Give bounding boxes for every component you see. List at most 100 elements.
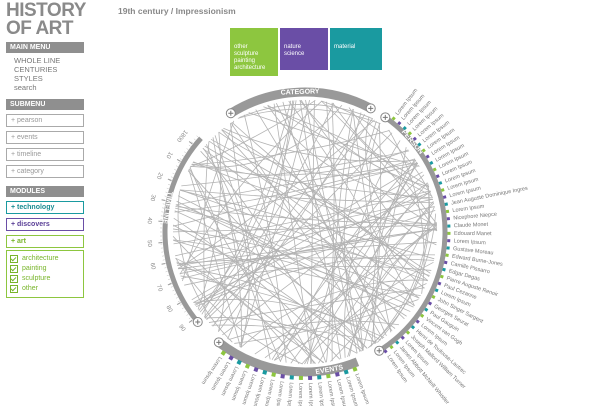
chord xyxy=(370,122,382,347)
sidebar: HISTORY OF ART MAIN MENU WHOLE LINE CENT… xyxy=(6,1,86,298)
event-marker xyxy=(262,369,268,375)
chord xyxy=(237,108,381,125)
chord xyxy=(208,287,425,323)
timeline-minor-tick xyxy=(188,317,191,320)
chord xyxy=(172,228,420,299)
timeline-tick xyxy=(188,319,193,323)
chord xyxy=(200,150,327,363)
plus-icon xyxy=(216,339,222,345)
submenu-item[interactable]: + timeline xyxy=(6,148,84,161)
person-name[interactable]: Gustave Moreau xyxy=(453,246,494,256)
timeline-minor-tick xyxy=(165,191,168,193)
submenu-item[interactable]: + pearson xyxy=(6,114,84,127)
menu-item[interactable]: STYLES xyxy=(14,74,43,83)
art-options: architecture painting sculpture other xyxy=(6,250,84,298)
submenu-item[interactable]: + category xyxy=(6,165,84,178)
event-marker xyxy=(326,373,331,379)
module-item[interactable]: + discovers xyxy=(6,218,84,231)
event-marker xyxy=(343,369,349,375)
timeline-minor-tick xyxy=(184,310,187,313)
timeline-minor-tick xyxy=(169,180,172,182)
person-marker xyxy=(431,294,436,299)
section-arc xyxy=(216,338,360,377)
person-marker xyxy=(405,330,411,335)
person-name[interactable]: Lorem Ipsum xyxy=(454,238,487,246)
category-tab[interactable] xyxy=(230,28,278,76)
chord xyxy=(369,123,425,289)
chord xyxy=(279,160,417,362)
timeline-minor-tick xyxy=(188,144,191,147)
chord xyxy=(310,100,315,364)
person-marker xyxy=(407,131,413,136)
person-name[interactable]: Nicephore Niepce xyxy=(453,212,497,222)
person-marker xyxy=(424,307,429,312)
person-marker xyxy=(383,349,388,354)
person-marker xyxy=(445,209,450,214)
module-item[interactable]: + art xyxy=(6,235,84,248)
checkbox-option[interactable]: sculpture xyxy=(10,274,80,284)
chord xyxy=(172,224,362,352)
timeline-minor-tick xyxy=(172,289,175,292)
event-name[interactable]: Lorem Ipsum xyxy=(274,381,285,406)
person-name[interactable]: Edouard Manet xyxy=(454,231,492,237)
chord xyxy=(203,102,334,318)
chord xyxy=(175,204,407,317)
chord xyxy=(305,99,358,354)
tab-label: material xyxy=(334,44,355,50)
person-name[interactable]: Claude Monet xyxy=(454,222,489,229)
option-label: architecture xyxy=(22,255,59,262)
person-marker xyxy=(445,253,449,257)
timeline-minor-tick xyxy=(166,275,169,277)
menu-item[interactable]: CENTURIES xyxy=(14,65,58,74)
timeline-minor-tick xyxy=(170,286,173,288)
chord xyxy=(175,257,300,365)
section-label: CATEGORY xyxy=(281,88,320,96)
chord xyxy=(230,122,376,345)
checkbox-option[interactable]: painting xyxy=(10,264,80,274)
chord xyxy=(177,267,364,351)
event-name[interactable]: Lorem Ipsum xyxy=(326,381,337,406)
event-name[interactable]: Lorem Ipsum xyxy=(296,383,303,406)
chord xyxy=(204,109,354,319)
timeline-year: 1800 xyxy=(175,128,188,143)
event-marker xyxy=(220,350,227,356)
menu-header: MODULES xyxy=(6,186,84,197)
tab-label: sculpture xyxy=(234,51,259,57)
chord xyxy=(175,198,433,257)
event-name[interactable]: Lorem Ipsum xyxy=(307,383,314,406)
chord xyxy=(362,147,407,351)
module-item[interactable]: + technology xyxy=(6,201,84,214)
plus-icon xyxy=(228,110,234,116)
timeline-minor-tick xyxy=(177,161,180,164)
chord xyxy=(301,261,434,365)
person-name[interactable]: Lorem Ipsum xyxy=(452,204,485,215)
menu-item[interactable]: WHOLE LINE xyxy=(14,56,61,65)
section-label: EVENTS xyxy=(315,364,344,376)
plus-icon xyxy=(195,319,201,325)
chord xyxy=(172,224,437,233)
checkbox-option[interactable]: other xyxy=(10,284,80,294)
submenu-item[interactable]: + events xyxy=(6,131,84,144)
person-marker xyxy=(402,126,407,131)
chord xyxy=(331,109,354,362)
chord xyxy=(267,105,433,200)
category-tab[interactable] xyxy=(330,28,382,70)
chord xyxy=(326,101,364,351)
person-marker xyxy=(412,136,417,141)
person-marker xyxy=(391,116,396,121)
person-marker xyxy=(446,217,451,221)
chord xyxy=(365,116,437,246)
category-tab[interactable] xyxy=(280,28,328,70)
person-marker xyxy=(421,148,426,153)
event-name[interactable]: Lorem Ipsum xyxy=(285,382,294,406)
event-marker xyxy=(280,373,285,379)
plus-icon xyxy=(382,114,388,120)
chord xyxy=(210,138,431,274)
checkbox-option[interactable]: architecture xyxy=(10,254,80,264)
menu-item[interactable]: search xyxy=(14,83,37,92)
event-name[interactable]: Lorem Ipsum xyxy=(316,382,325,406)
person-marker xyxy=(410,325,416,330)
timeline-minor-tick xyxy=(181,154,184,157)
chord xyxy=(189,167,316,364)
chord xyxy=(193,161,437,226)
